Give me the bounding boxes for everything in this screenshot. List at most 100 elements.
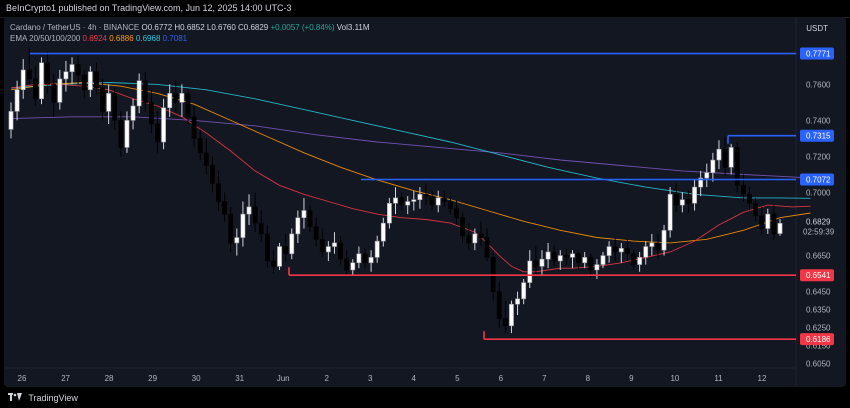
candle-body[interactable] bbox=[106, 93, 112, 112]
candle-body[interactable] bbox=[148, 102, 154, 125]
candle-body[interactable] bbox=[57, 78, 63, 103]
candle-body[interactable] bbox=[649, 242, 655, 247]
candle-body[interactable] bbox=[478, 233, 484, 238]
candle-body[interactable] bbox=[216, 183, 221, 202]
candle-body[interactable] bbox=[454, 208, 459, 219]
candle-body[interactable] bbox=[100, 87, 105, 112]
candle-body[interactable] bbox=[14, 89, 20, 112]
candle-body[interactable] bbox=[191, 116, 197, 139]
candle-body[interactable] bbox=[350, 262, 356, 271]
candle-body[interactable] bbox=[75, 64, 81, 76]
candle-body[interactable] bbox=[515, 298, 520, 305]
candle-body[interactable] bbox=[631, 253, 636, 265]
currency-label[interactable]: USDT bbox=[806, 24, 828, 33]
candle-body[interactable] bbox=[228, 213, 234, 244]
candle-body[interactable] bbox=[527, 260, 533, 283]
candle-body[interactable] bbox=[625, 248, 630, 255]
candle-body[interactable] bbox=[594, 264, 600, 271]
candle-body[interactable] bbox=[734, 147, 740, 186]
candle-body[interactable] bbox=[289, 233, 295, 255]
candle-body[interactable] bbox=[686, 199, 691, 204]
candle-body[interactable] bbox=[411, 199, 417, 202]
candle-body[interactable] bbox=[319, 239, 325, 253]
candle-body[interactable] bbox=[142, 80, 148, 103]
candle-body[interactable] bbox=[405, 201, 411, 206]
candle-body[interactable] bbox=[39, 62, 44, 100]
candle-body[interactable] bbox=[252, 206, 258, 224]
candle-body[interactable] bbox=[374, 240, 380, 258]
symbol-name[interactable]: Cardano / TetherUS · 4h · BINANCE bbox=[10, 23, 140, 32]
candle-body[interactable] bbox=[521, 282, 527, 300]
candle-body[interactable] bbox=[429, 195, 435, 206]
candle-body[interactable] bbox=[600, 255, 606, 265]
candle-body[interactable] bbox=[606, 246, 612, 256]
candle-body[interactable] bbox=[283, 246, 289, 255]
candle-body[interactable] bbox=[704, 172, 710, 179]
candle-body[interactable] bbox=[179, 93, 185, 103]
candle-body[interactable] bbox=[637, 257, 643, 265]
candle-body[interactable] bbox=[710, 159, 716, 173]
candle-body[interactable] bbox=[448, 201, 453, 210]
candle-body[interactable] bbox=[441, 197, 447, 202]
candle-body[interactable] bbox=[655, 242, 661, 251]
candle-body[interactable] bbox=[588, 257, 594, 271]
candle-body[interactable] bbox=[417, 193, 423, 200]
candle-body[interactable] bbox=[722, 148, 728, 168]
candle-body[interactable] bbox=[576, 253, 581, 264]
candle-body[interactable] bbox=[234, 237, 240, 244]
candle-body[interactable] bbox=[368, 257, 374, 264]
candle-body[interactable] bbox=[563, 255, 569, 258]
candle-body[interactable] bbox=[271, 260, 276, 267]
candle-body[interactable] bbox=[509, 303, 514, 327]
candle-body[interactable] bbox=[313, 226, 319, 240]
candle-body[interactable] bbox=[533, 260, 539, 267]
candle-body[interactable] bbox=[502, 318, 508, 327]
candle-body[interactable] bbox=[185, 93, 191, 118]
candle-body[interactable] bbox=[661, 230, 667, 251]
candle-body[interactable] bbox=[301, 210, 307, 219]
candle-body[interactable] bbox=[332, 242, 337, 247]
ema-label[interactable]: EMA 20/50/100/200 bbox=[10, 34, 81, 43]
candle-body[interactable] bbox=[8, 111, 14, 130]
candle-body[interactable] bbox=[771, 213, 777, 235]
candle-body[interactable] bbox=[246, 206, 252, 215]
candle-body[interactable] bbox=[222, 201, 228, 215]
candle-body[interactable] bbox=[173, 93, 179, 103]
candle-body[interactable] bbox=[338, 242, 343, 260]
candle-body[interactable] bbox=[45, 62, 51, 85]
candle-body[interactable] bbox=[484, 237, 490, 258]
candle-body[interactable] bbox=[197, 138, 203, 154]
candle-body[interactable] bbox=[618, 248, 624, 253]
candle-body[interactable] bbox=[667, 193, 673, 231]
candle-body[interactable] bbox=[240, 213, 246, 238]
candle-body[interactable] bbox=[26, 69, 32, 80]
candle-body[interactable] bbox=[258, 222, 264, 235]
candle-body[interactable] bbox=[759, 215, 765, 229]
candle-body[interactable] bbox=[356, 253, 362, 264]
candle-body[interactable] bbox=[51, 84, 57, 103]
candle-body[interactable] bbox=[386, 202, 392, 224]
candle-body[interactable] bbox=[124, 120, 130, 148]
candle-body[interactable] bbox=[679, 199, 685, 206]
candle-body[interactable] bbox=[539, 258, 545, 267]
candle-body[interactable] bbox=[325, 246, 331, 253]
candle-body[interactable] bbox=[698, 177, 704, 188]
candle-body[interactable] bbox=[203, 152, 209, 166]
candle-body[interactable] bbox=[155, 123, 160, 143]
candle-body[interactable] bbox=[472, 233, 478, 244]
candle-body[interactable] bbox=[344, 258, 350, 271]
candle-body[interactable] bbox=[496, 291, 502, 319]
candle-body[interactable] bbox=[545, 251, 551, 260]
candle-body[interactable] bbox=[295, 217, 301, 235]
candle-body[interactable] bbox=[740, 184, 746, 195]
candle-body[interactable] bbox=[466, 235, 472, 244]
candle-body[interactable] bbox=[643, 246, 649, 258]
candle-body[interactable] bbox=[692, 186, 697, 204]
candle-body[interactable] bbox=[399, 197, 405, 206]
candle-body[interactable] bbox=[380, 222, 386, 242]
candle-body[interactable] bbox=[423, 193, 429, 197]
candle-body[interactable] bbox=[307, 210, 313, 228]
candle-body[interactable] bbox=[777, 223, 783, 234]
candle-body[interactable] bbox=[167, 93, 173, 109]
